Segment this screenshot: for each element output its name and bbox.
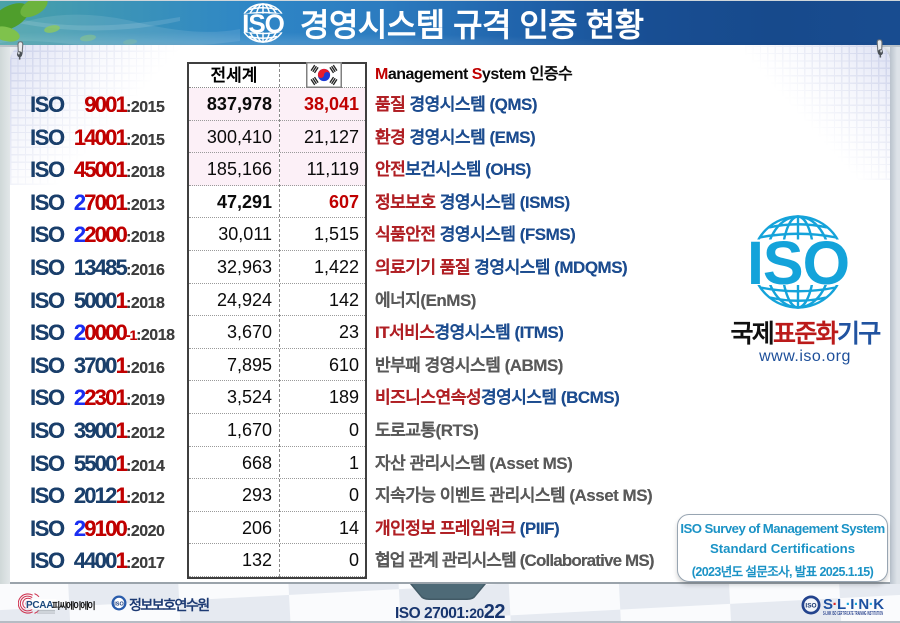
svg-text:ISO: ISO [242, 9, 285, 39]
svg-text:ISO: ISO [805, 603, 816, 610]
svg-text:PCAA: PCAA [26, 600, 53, 611]
svg-text:ISO: ISO [747, 229, 849, 297]
svg-text:ISO: ISO [114, 602, 124, 608]
